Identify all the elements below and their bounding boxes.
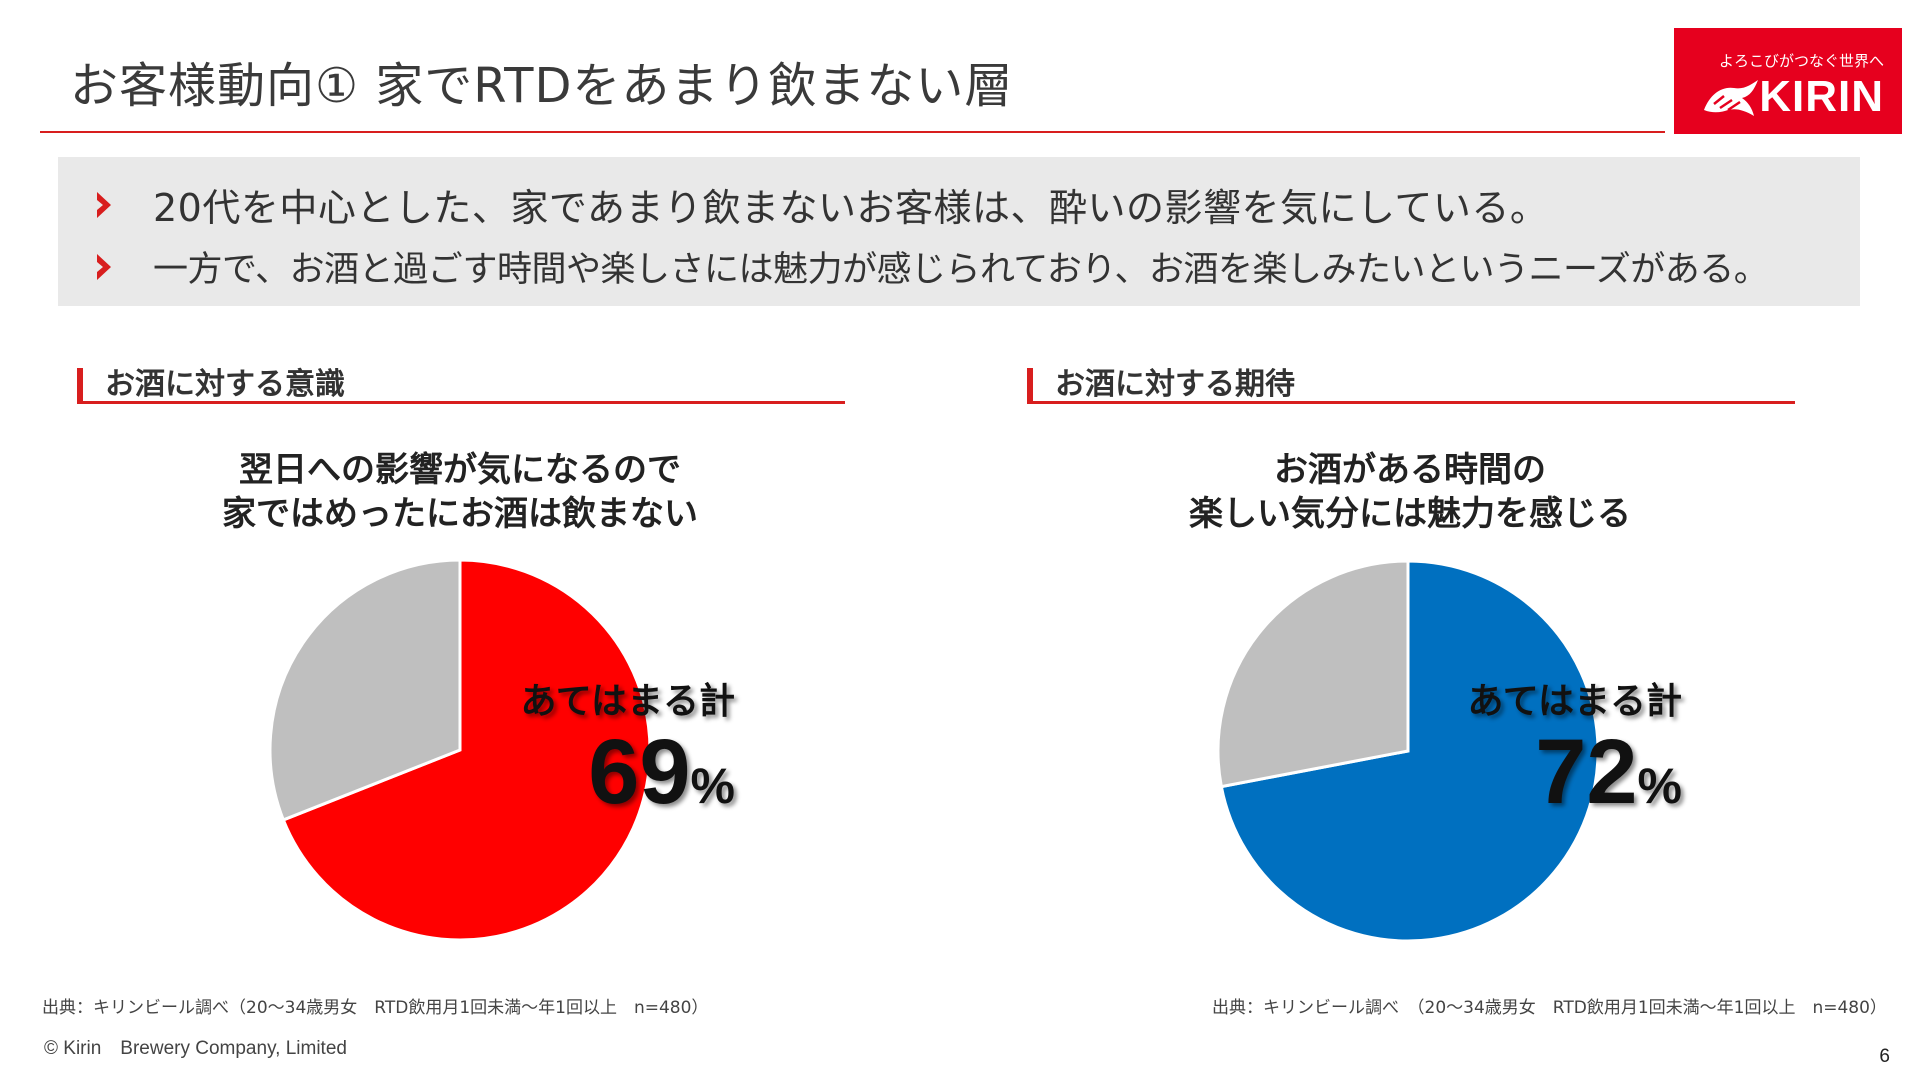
data-label-value: 69	[588, 721, 691, 823]
data-label-caption: あてはまる計	[520, 681, 735, 722]
page-title: お客様動向① 家でRTDをあまり飲まない層	[70, 58, 1014, 114]
question-line: お酒がある時間の	[1274, 450, 1546, 490]
data-label-caption: あてはまる計	[1467, 681, 1682, 722]
pie-slice-applies	[281, 558, 652, 942]
data-label-awareness: あてはまる計 69%	[515, 672, 735, 820]
pie-slice-applies	[1219, 559, 1600, 943]
data-label-expectation: あてはまる計 72%	[1462, 672, 1682, 820]
section-heading-label: お酒に対する期待	[1055, 367, 1295, 402]
summary-box: 20代を中心とした、家であまり飲まないお客様は、酔いの影響を気にしている。 一方…	[58, 157, 1860, 306]
question-line: 楽しい気分には魅力を感じる	[1189, 494, 1631, 534]
source-note: 出典：キリンビール調べ （20～34歳男女 RTD飲用月1回未満～年1回以上 n…	[1212, 998, 1887, 1018]
pie-chart-expectation	[1216, 559, 1600, 943]
title-divider	[40, 131, 1665, 133]
summary-bullet-text: 一方で、お酒と過ごす時間や楽しさには魅力が感じられており、お酒を楽しみたいという…	[153, 250, 1769, 290]
summary-bullet: 20代を中心とした、家であまり飲まないお客様は、酔いの影響を気にしている。	[93, 177, 1548, 232]
question-line: 翌日への影響が気になるので	[239, 450, 681, 490]
section-heading-expectation: お酒に対する期待	[1027, 356, 1795, 404]
data-label-unit: %	[1637, 758, 1682, 814]
section-accent-bar	[77, 368, 83, 402]
logo-name: KIRIN	[1759, 72, 1884, 121]
pie-slice-other	[268, 558, 462, 822]
pie-chart-awareness	[268, 558, 652, 942]
data-label-unit: %	[690, 758, 735, 814]
chevron-right-icon	[97, 191, 111, 218]
logo-tagline: よろこびがつなぐ世界へ	[1718, 52, 1884, 70]
section-accent-bar	[1027, 368, 1033, 402]
summary-bullet-text: 20代を中心とした、家であまり飲まないお客様は、酔いの影響を気にしている。	[153, 186, 1549, 230]
source-note: 出典：キリンビール調べ（20～34歳男女 RTD飲用月1回未満～年1回以上 n=…	[42, 998, 709, 1018]
kirin-logo: よろこびがつなぐ世界へ KIRIN	[1674, 28, 1902, 134]
copyright: © Kirin Brewery Company, Limited	[44, 1038, 347, 1059]
section-heading-awareness: お酒に対する意識	[77, 356, 845, 404]
page-number: 6	[1879, 1046, 1890, 1067]
kirin-emblem-icon	[1704, 80, 1758, 116]
section-heading-label: お酒に対する意識	[105, 367, 345, 402]
data-label-value: 72	[1535, 721, 1638, 823]
summary-bullet: 一方で、お酒と過ごす時間や楽しさには魅力が感じられており、お酒を楽しみたいという…	[93, 241, 1769, 292]
chevron-right-icon	[97, 253, 111, 280]
pie-slice-other	[1216, 559, 1410, 789]
chart-question-left: 翌日への影響が気になるので 家ではめったにお酒は飲まない	[80, 448, 840, 536]
chart-question-right: お酒がある時間の 楽しい気分には魅力を感じる	[1030, 448, 1790, 536]
question-line: 家ではめったにお酒は飲まない	[222, 494, 698, 534]
